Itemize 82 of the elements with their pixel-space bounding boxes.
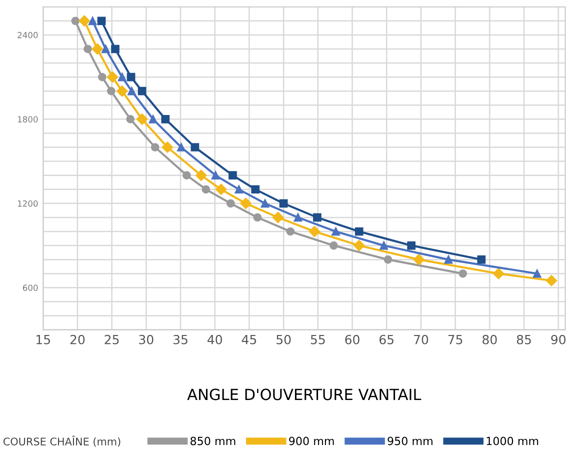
x-tick-label: 65 [380,334,394,344]
legend-title: COURSE CHAÎNE (mm) [3,436,120,447]
legend-label: 850 mm [190,436,236,446]
point [118,72,126,82]
legend-label: 1000 mm [486,436,538,446]
legend-label: 950 mm [388,436,432,446]
point [313,213,322,222]
point [279,199,288,208]
point [253,213,262,222]
point [407,241,416,250]
x-axis-title: ANGLE D'OUVERTURE VANTAIL [187,388,422,400]
point [202,185,210,194]
point [106,71,118,83]
point [308,226,320,238]
point [234,185,244,194]
x-tick-label: 35 [174,334,188,344]
x-tick-label: 70 [414,334,428,344]
point [148,115,158,124]
point [128,86,136,96]
point [354,240,365,252]
point [330,241,338,250]
point [384,255,392,264]
x-tick-label: 40 [208,334,222,344]
point [101,44,110,54]
y-tick-label: 1800 [18,116,38,122]
point [182,171,191,180]
point [177,143,186,152]
point [240,198,252,210]
x-tick-label: 20 [70,334,85,344]
x-tick-label: 55 [310,335,325,344]
point [162,142,174,153]
x-tick-label: 30 [139,334,154,344]
point [260,199,270,208]
point [88,16,97,26]
point [226,199,235,208]
point [71,16,80,26]
x-tick-label: 15 [36,335,50,344]
point [116,85,128,97]
point [332,227,340,236]
x-tick-label: 85 [516,334,531,344]
point [532,269,542,278]
point [546,275,558,286]
point [150,143,160,152]
point [251,185,260,194]
point [161,115,170,124]
point [126,115,135,124]
y-tick-label: 1200 [18,200,38,207]
x-tick-label: 50 [276,334,291,344]
point [228,171,237,180]
x-tick-label: 75 [448,335,462,344]
point [106,86,116,96]
point [92,43,103,55]
point [444,255,453,264]
point [458,269,468,278]
point [211,171,220,180]
point [294,213,302,222]
x-tick-label: 60 [345,334,360,344]
point [492,268,504,280]
point [190,143,200,152]
point [272,212,284,224]
point [97,16,106,26]
point [196,170,207,181]
point [138,86,146,96]
x-tick-label: 80 [482,334,497,344]
point [126,72,136,82]
point [286,227,295,236]
legend-label: 900 mm [289,436,334,446]
x-tick-label: 25 [104,334,119,344]
x-tick-label: 90 [551,334,566,344]
point [477,255,486,264]
point [98,72,106,82]
point [84,44,92,54]
y-tick-label: 2400 [18,32,38,38]
point [78,15,90,27]
point [413,254,425,266]
point [136,114,148,125]
point [354,227,364,236]
point [215,184,227,195]
point [380,241,388,250]
x-tick-label: 45 [242,335,256,344]
y-tick-label: 600 [22,284,38,291]
point [111,44,120,54]
